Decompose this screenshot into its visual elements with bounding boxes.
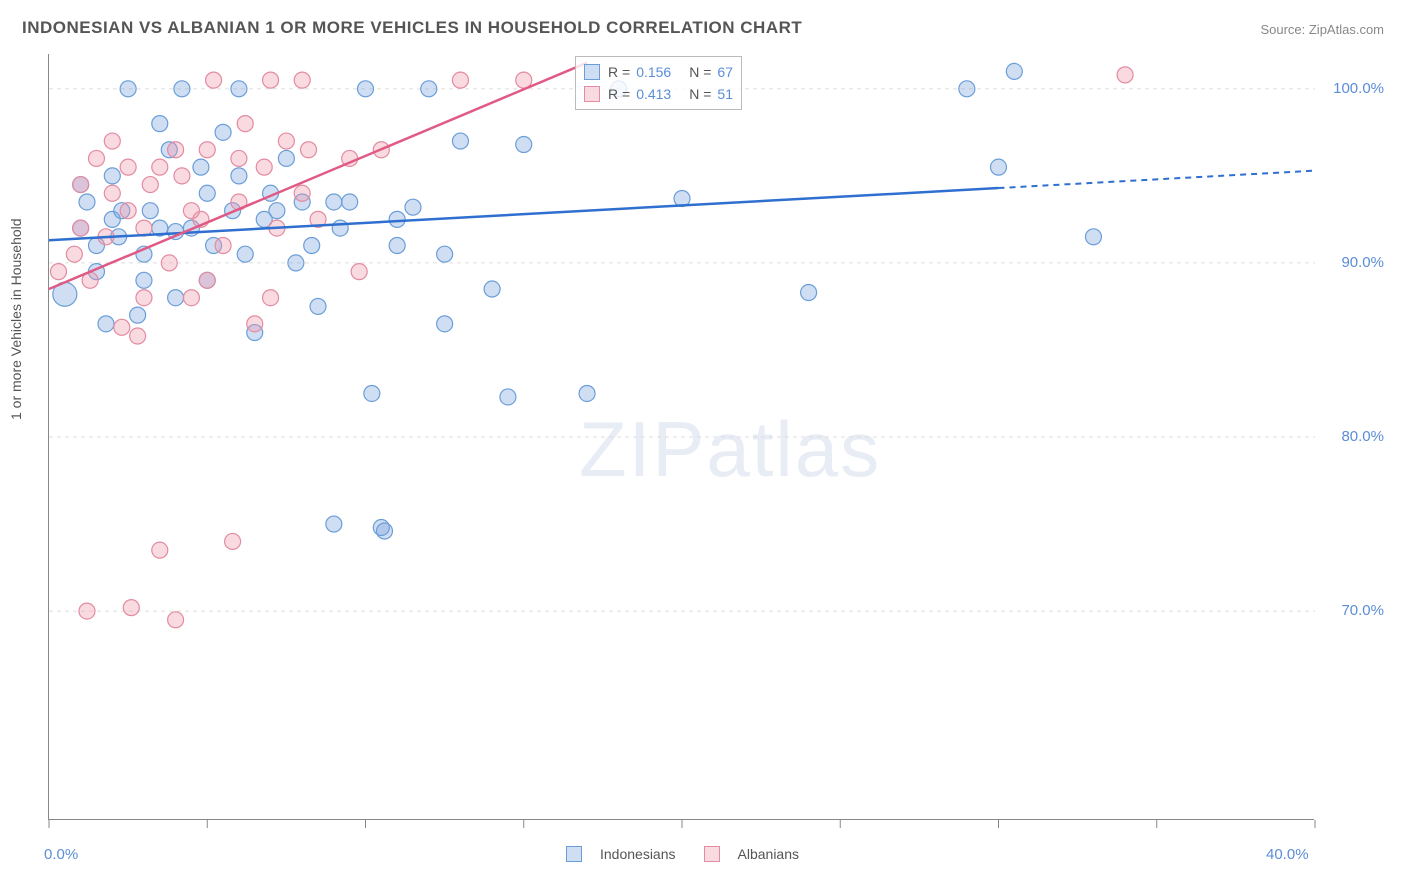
y-tick-label: 100.0% <box>1333 80 1384 97</box>
legend-stats-row: R = 0.413 N = 51 <box>584 83 733 105</box>
r-value: 0.156 <box>636 64 671 80</box>
y-tick-label: 70.0% <box>1341 602 1384 619</box>
x-tick-label: 40.0% <box>1266 846 1309 863</box>
r-label: R = <box>608 64 630 80</box>
source-label: Source: ZipAtlas.com <box>1260 22 1384 37</box>
legend-label-indonesians: Indonesians <box>600 846 676 862</box>
y-axis-label: 1 or more Vehicles in Household <box>8 218 24 420</box>
n-label: N = <box>689 64 711 80</box>
legend-swatch <box>584 64 600 80</box>
chart-title: INDONESIAN VS ALBANIAN 1 OR MORE VEHICLE… <box>22 18 802 38</box>
r-label: R = <box>608 86 630 102</box>
swatch-albanians <box>704 846 720 862</box>
bottom-legend: Indonesians Albanians <box>566 846 799 862</box>
y-tick-label: 90.0% <box>1341 254 1384 271</box>
n-label: N = <box>689 86 711 102</box>
n-value: 67 <box>717 64 733 80</box>
legend-label-albanians: Albanians <box>738 846 800 862</box>
y-tick-label: 80.0% <box>1341 428 1384 445</box>
chart-svg <box>49 54 1315 820</box>
legend-stats-row: R = 0.156 N = 67 <box>584 61 733 83</box>
chart-plot-area: ZIPatlas R = 0.156 N = 67 R = 0.413 N = … <box>48 54 1314 820</box>
x-tick-label: 0.0% <box>44 846 78 863</box>
r-value: 0.413 <box>636 86 671 102</box>
legend-stats-box: R = 0.156 N = 67 R = 0.413 N = 51 <box>575 56 742 110</box>
n-value: 51 <box>717 86 733 102</box>
swatch-indonesians <box>566 846 582 862</box>
legend-swatch <box>584 86 600 102</box>
